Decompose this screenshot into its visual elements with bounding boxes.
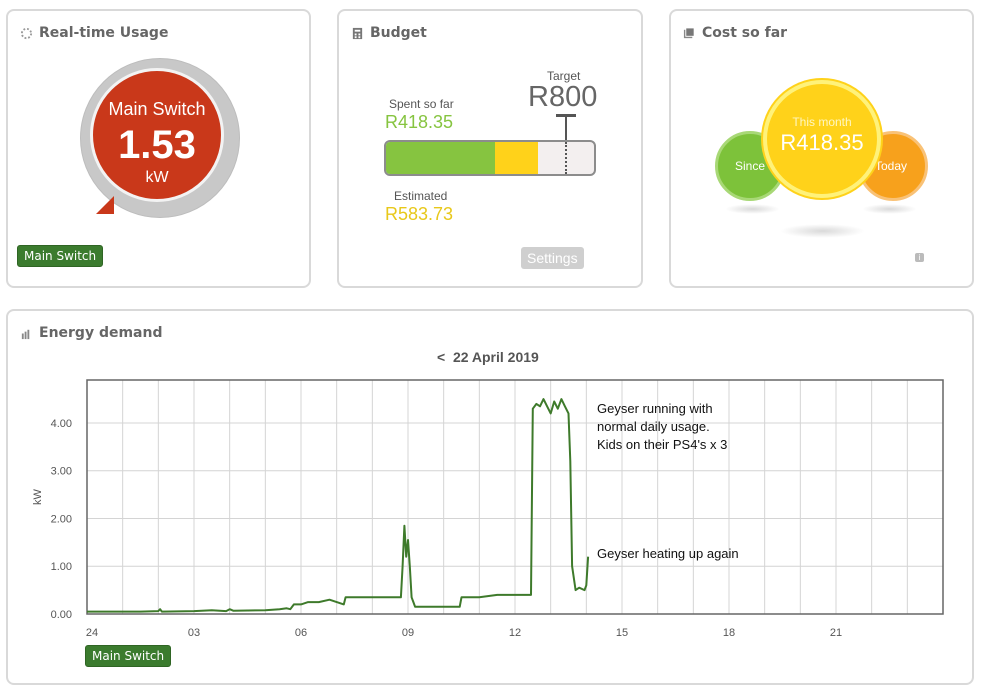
target-marker-stem [565, 116, 567, 142]
budget-panel-title: Budget [370, 25, 427, 41]
target-label: Target [547, 69, 581, 83]
x-tick-label: 09 [402, 627, 414, 639]
calculator-icon [352, 27, 363, 39]
budget-bar-target-line [565, 142, 567, 174]
spinner-icon [20, 27, 33, 39]
spent-value: R418.35 [385, 112, 454, 132]
gauge-pointer-icon [96, 196, 114, 214]
annotation-geyser-running: Geyser running with normal daily usage. … [597, 401, 727, 452]
annotation-line-2: normal daily usage. [597, 419, 710, 434]
budget-bar-estimated [494, 142, 538, 174]
info-icon[interactable]: i [915, 253, 924, 262]
month-shadow [780, 224, 865, 238]
energy-panel-header: Energy demand [20, 325, 163, 341]
today-shadow [862, 204, 917, 214]
chart-grid [87, 380, 943, 615]
since-label: Since [734, 159, 766, 173]
gauge-label: Main Switch [108, 99, 206, 119]
estimated-value: R583.73 [385, 204, 454, 224]
annotation-line-3: Kids on their PS4's x 3 [597, 437, 727, 452]
since-shadow [725, 204, 780, 214]
budget-bar [384, 140, 596, 176]
cost-panel-title: Cost so far [702, 25, 788, 41]
budget-settings-button[interactable]: Settings [521, 247, 584, 269]
annotation-line-1: Geyser running with [597, 401, 713, 416]
receipt-icon [683, 26, 695, 38]
realtime-panel-title: Real-time Usage [39, 25, 169, 41]
x-tick-label: 15 [616, 627, 628, 639]
annotation-geyser-heating: Geyser heating up again [597, 546, 739, 561]
estimated-label: Estimated [394, 189, 448, 203]
x-tick-labels: 24 03 06 09 12 15 18 21 [86, 627, 842, 639]
gauge-face: Main Switch 1.53 kW [90, 68, 224, 202]
realtime-panel-header: Real-time Usage [20, 25, 168, 41]
chart-frame [86, 379, 944, 615]
gauge-unit: kW [145, 169, 169, 186]
x-tick-label: 24 [86, 627, 98, 639]
target-value: R800 [528, 81, 598, 113]
x-tick-label: 21 [830, 627, 842, 639]
month-label: This month [792, 115, 852, 129]
y-tick-label: 1.00 [51, 561, 72, 573]
bar-chart-icon [21, 329, 30, 339]
x-tick-label: 18 [723, 627, 735, 639]
y-axis-label: kW [32, 488, 44, 505]
spent-label: Spent so far [389, 97, 454, 111]
y-tick-label: 3.00 [51, 466, 72, 478]
budget-bar-spent [386, 142, 495, 174]
x-tick-label: 03 [188, 627, 200, 639]
series-line [87, 398, 590, 613]
x-tick-label: 06 [295, 627, 307, 639]
gauge-value: 1.53 [118, 123, 196, 167]
budget-panel-header: Budget [351, 25, 427, 41]
chart-series [87, 398, 590, 613]
energy-demand-panel: Energy demand [6, 309, 974, 685]
realtime-main-switch-button[interactable]: Main Switch [17, 245, 104, 267]
y-tick-label: 2.00 [51, 513, 72, 525]
date-navigator[interactable]: < 22 April 2019 [437, 349, 539, 365]
power-gauge: Main Switch 1.53 kW [80, 58, 240, 218]
month-value: R418.35 [780, 130, 864, 155]
x-tick-label: 12 [509, 627, 521, 639]
cost-panel-header: Cost so far [683, 25, 787, 41]
month-circle[interactable]: This month R418.35 [763, 80, 881, 198]
y-tick-labels: 0.00 1.00 2.00 3.00 4.00 [51, 418, 72, 621]
energy-panel-title: Energy demand [39, 325, 163, 341]
today-label: Today [875, 159, 908, 173]
y-tick-label: 0.00 [51, 609, 72, 621]
energy-main-switch-button[interactable]: Main Switch [85, 645, 172, 667]
y-tick-label: 4.00 [51, 418, 72, 430]
target-marker-icon [556, 114, 576, 117]
